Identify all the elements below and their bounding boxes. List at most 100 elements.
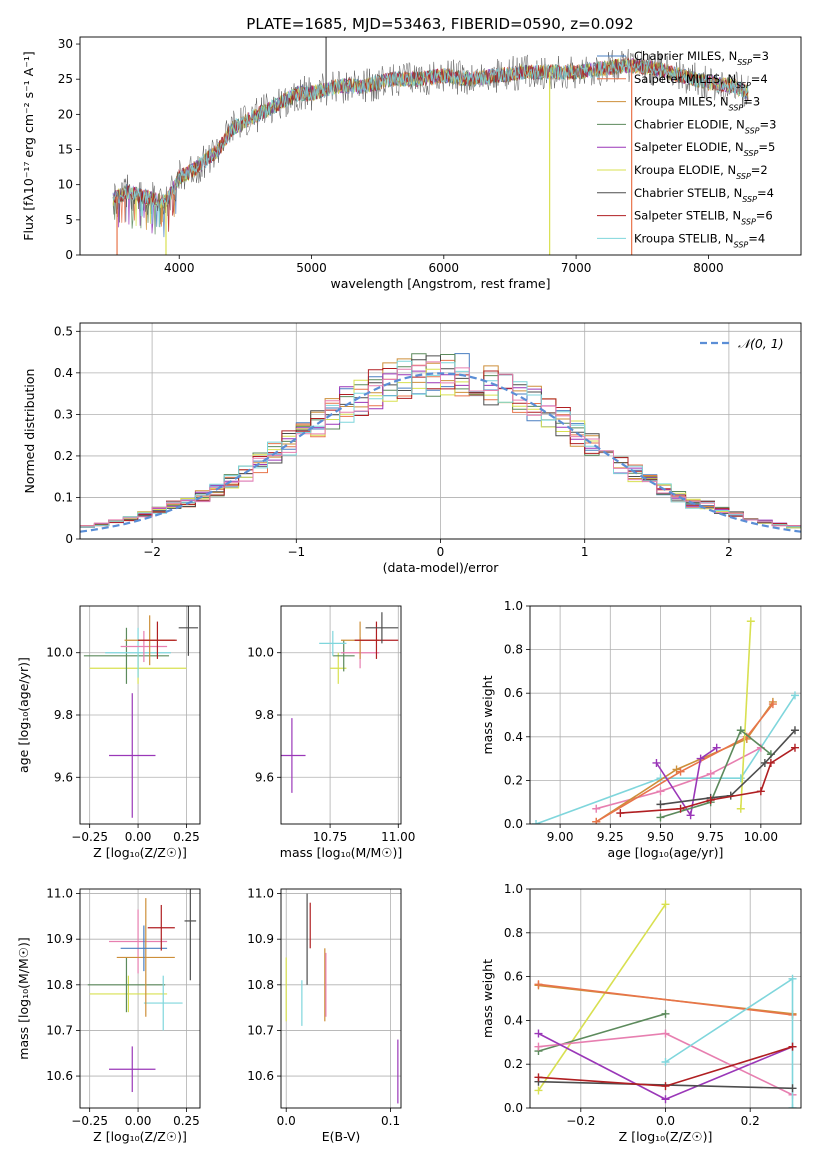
grid-lines xyxy=(281,606,401,824)
y-tick-label: 0.4 xyxy=(504,730,523,744)
y-tick-label: 0.8 xyxy=(504,643,523,657)
x-tick-label: 9.25 xyxy=(597,830,624,844)
weight-lines xyxy=(534,900,797,1108)
age-vs-mass-panel: 10.75 11.00 9.6 9.8 10.0 mass [log₁₀(M/M☉)] xyxy=(247,605,415,860)
ticks: −2 −1 0 1 2 0 0.1 0.2 0.3 0.4 0.5 xyxy=(54,324,733,559)
weight-marker xyxy=(788,1104,797,1108)
legend-label: Chabrier ELODIE, NSSP=3 xyxy=(634,117,776,135)
weight-line xyxy=(620,747,796,814)
weight-line xyxy=(655,747,718,818)
y-tick-label: 25 xyxy=(58,72,73,86)
ticks: 10.75 11.00 9.6 9.8 10.0 xyxy=(247,646,415,844)
legend-label: Chabrier STELIB, NSSP=4 xyxy=(634,186,774,204)
x-tick-label: 0.0 xyxy=(656,1114,675,1128)
weight-marker xyxy=(592,817,601,824)
weight-line xyxy=(537,903,667,1091)
x-tick-label: 0.1 xyxy=(381,1114,400,1128)
weight-line xyxy=(538,983,793,1016)
x-tick-label: −1 xyxy=(287,545,305,559)
weight-marker xyxy=(736,804,745,813)
x-axis-label: Z [log₁₀(Z/Z☉)] xyxy=(93,1129,187,1144)
weight-marker xyxy=(746,617,755,626)
y-tick-label: 10.0 xyxy=(247,646,274,660)
y-tick-label: 0 xyxy=(65,532,73,546)
x-tick-label: 10.00 xyxy=(744,830,778,844)
y-tick-label: 0.1 xyxy=(54,490,73,504)
weight-marker xyxy=(656,813,665,822)
spectrum-lines xyxy=(112,37,749,255)
legend-label: Chabrier MILES, NSSP=3 xyxy=(634,49,769,67)
weight-marker xyxy=(534,1042,543,1051)
legend-label: Salpeter MILES, NSSP=4 xyxy=(634,72,768,90)
y-tick-label: 10.0 xyxy=(46,646,73,660)
weight-line xyxy=(595,703,774,823)
y-tick-label: 0.2 xyxy=(504,773,523,787)
x-tick-label: 0.0 xyxy=(277,1114,296,1128)
weight-marker xyxy=(661,1095,670,1104)
y-tick-label: 1.0 xyxy=(504,599,523,613)
x-tick-label: 9.50 xyxy=(647,830,674,844)
x-tick-label: 7000 xyxy=(561,261,592,275)
spectrum-panel: 4000 5000 6000 7000 8000 0 5 10 15 20 25 30 waveleng… xyxy=(21,36,802,291)
x-tick-label: 0 xyxy=(437,545,445,559)
y-tick-label: 15 xyxy=(58,143,73,157)
x-tick-label: −0.2 xyxy=(566,1114,595,1128)
x-tick-label: 0.00 xyxy=(125,1114,152,1128)
mass-vs-ebv-panel: 0.0 0.1 10.6 10.7 10.8 10.9 11.0 E(B-V) xyxy=(247,887,402,1144)
x-tick-label: 2 xyxy=(725,545,733,559)
x-tick-label: 0.25 xyxy=(173,830,200,844)
y-tick-label: 1.0 xyxy=(504,882,523,896)
spectrum-line xyxy=(112,59,749,227)
legend-label: Salpeter STELIB, NSSP=6 xyxy=(634,209,773,227)
x-tick-label: 0.2 xyxy=(741,1114,760,1128)
weight-marker xyxy=(736,726,745,735)
legend-label: Kroupa MILES, NSSP=3 xyxy=(634,95,760,113)
y-tick-label: 0.4 xyxy=(504,1013,523,1027)
weight-line xyxy=(740,621,752,809)
ticks: −0.2 0.0 0.2 0.0 0.2 0.4 0.6 0.8 1.0 xyxy=(504,882,760,1128)
y-tick-label: 0.0 xyxy=(504,1101,523,1115)
legend-label: Salpeter ELODIE, NSSP=5 xyxy=(634,140,775,158)
y-tick-label: 10.7 xyxy=(247,1023,274,1037)
y-tick-label: 9.6 xyxy=(255,770,274,784)
weight-vs-age-panel: 9.00 9.25 9.50 9.75 10.00 0.0 0.2 0.4 0.6 0.8 1.0 a… xyxy=(480,599,802,860)
y-tick-label: 20 xyxy=(58,107,73,121)
y-axis-label: mass weight xyxy=(480,675,495,754)
weight-marker xyxy=(652,758,661,767)
x-tick-label: 10.75 xyxy=(313,830,347,844)
axes-frame xyxy=(529,888,802,1109)
axes-frame xyxy=(79,888,201,1109)
y-tick-label: 0 xyxy=(65,248,73,262)
x-tick-label: 9.00 xyxy=(547,830,574,844)
weight-marker xyxy=(534,980,543,989)
ticks: −0.25 0.00 0.25 10.6 10.7 10.8 10.9 11.0 xyxy=(46,887,200,1128)
x-tick-label: 6000 xyxy=(429,261,460,275)
x-tick-label: 8000 xyxy=(693,261,724,275)
weight-marker xyxy=(790,743,799,752)
axes-frame xyxy=(280,888,402,1109)
weight-marker xyxy=(656,800,665,809)
y-tick-label: 10.6 xyxy=(46,1069,73,1083)
x-tick-label: 4000 xyxy=(164,261,195,275)
weight-marker xyxy=(676,804,685,813)
weight-line xyxy=(660,729,772,819)
weight-marker xyxy=(696,754,705,763)
histogram-step xyxy=(80,361,801,539)
legend-label: Kroupa STELIB, NSSP=4 xyxy=(634,231,765,249)
histogram-legend: 𝒩(0, 1) xyxy=(700,336,784,351)
x-tick-label: −0.25 xyxy=(71,1114,108,1128)
axes-frame xyxy=(79,605,201,825)
spectrum-line xyxy=(112,57,749,232)
x-axis-label: Z [log₁₀(Z/Z☉)] xyxy=(619,1129,713,1144)
weight-marker xyxy=(661,1058,670,1067)
weight-marker xyxy=(616,809,625,818)
y-tick-label: 0.4 xyxy=(54,366,73,380)
ticks: 4000 5000 6000 7000 8000 0 5 10 15 20 25 30 xyxy=(58,37,724,275)
y-tick-label: 9.8 xyxy=(54,708,73,722)
normal-curve xyxy=(80,372,801,533)
y-tick-label: 0.0 xyxy=(504,817,523,831)
grid-lines xyxy=(530,605,801,825)
weight-marker xyxy=(656,787,665,796)
ticks: 0.0 0.1 10.6 10.7 10.8 10.9 11.0 xyxy=(247,887,400,1128)
residual-histogram-panel: −2 −1 0 1 2 0 0.1 0.2 0.3 0.4 0.5 (data-model)/erro… xyxy=(22,322,802,575)
